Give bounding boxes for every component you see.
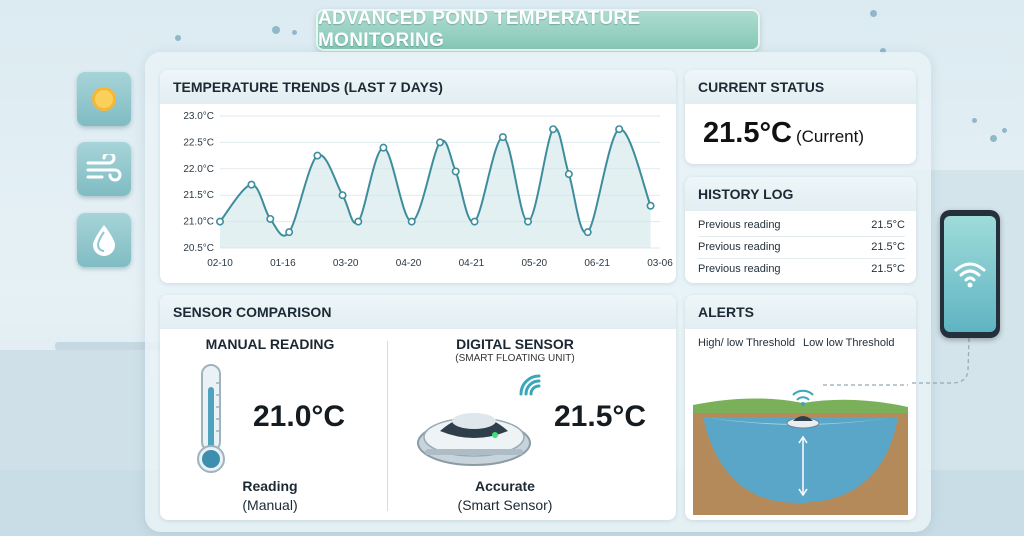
data-point xyxy=(470,217,479,226)
digital-sensor-subtitle: (SMART FLOATING UNIT) xyxy=(455,353,575,364)
current-temperature-value: 21.5°C xyxy=(703,117,792,149)
decor-dot xyxy=(880,48,886,54)
background-counter xyxy=(0,350,150,470)
x-tick-label: 03-06 xyxy=(647,258,673,269)
y-tick-label: 20.5°C xyxy=(183,243,214,254)
digital-caption: Accurate (Smart Sensor) xyxy=(435,477,575,515)
current-temperature-note: (Current) xyxy=(795,127,864,146)
data-point xyxy=(615,125,624,134)
decor-dot xyxy=(175,35,181,41)
background-shelf xyxy=(55,342,175,350)
current-temperature: 21.5°C (Current) xyxy=(703,117,864,150)
history-log-card: HISTORY LOG Previous reading 21.5°C Prev… xyxy=(685,177,916,283)
series-line xyxy=(219,127,652,237)
alerts-card: ALERTS High/ low Threshold Low low Thresh… xyxy=(685,295,916,520)
sensor-comparison-title: SENSOR COMPARISON xyxy=(160,295,676,329)
x-tick-label: 05-20 xyxy=(521,258,547,269)
low-low-threshold-label[interactable]: Low low Threshold xyxy=(803,337,895,349)
x-tick-label: 03-20 xyxy=(333,258,359,269)
digital-caption-text: (Smart Sensor) xyxy=(457,497,553,513)
decor-dot xyxy=(292,30,297,35)
high-low-threshold-label[interactable]: High/ low Threshold xyxy=(698,337,796,349)
current-status-title: CURRENT STATUS xyxy=(685,70,916,104)
y-tick-label: 23.0°C xyxy=(183,111,214,122)
data-point xyxy=(247,180,256,189)
history-row: Previous reading 21.5°C xyxy=(698,236,905,259)
digital-caption-strong: Accurate xyxy=(475,478,535,494)
decor-dot xyxy=(990,135,997,142)
history-row: Previous reading 21.5°C xyxy=(698,258,905,280)
data-point xyxy=(523,217,532,226)
connection-line xyxy=(912,337,970,384)
water-button[interactable] xyxy=(77,213,131,267)
series-area xyxy=(220,128,651,248)
phone-device[interactable] xyxy=(940,210,1000,338)
manual-reading-value: 21.0°C xyxy=(253,400,346,433)
y-tick-label: 21.5°C xyxy=(183,190,214,201)
alerts-title: ALERTS xyxy=(685,295,916,329)
decor-dot xyxy=(870,10,877,17)
wifi-signal-icon xyxy=(519,374,541,396)
wind-button[interactable] xyxy=(77,142,131,196)
data-point xyxy=(266,214,275,223)
phone-screen xyxy=(944,216,996,332)
data-point xyxy=(435,138,444,147)
data-point xyxy=(583,228,592,237)
history-value: 21.5°C xyxy=(871,263,905,275)
data-point xyxy=(313,151,322,160)
wifi-icon xyxy=(954,262,986,288)
digital-sensor-title: DIGITAL SENSOR xyxy=(456,336,574,352)
sun-icon xyxy=(92,87,116,111)
x-tick-label: 06-21 xyxy=(584,258,610,269)
history-title: HISTORY LOG xyxy=(685,177,916,211)
decor-dot xyxy=(972,118,977,123)
history-label: Previous reading xyxy=(698,219,781,231)
decor-dot xyxy=(272,26,280,34)
data-point xyxy=(564,170,573,179)
sensor-comparison-card: SENSOR COMPARISON MANUAL READING 21.0°C … xyxy=(160,295,676,520)
data-point xyxy=(338,191,347,200)
data-point xyxy=(354,217,363,226)
water-drop-icon xyxy=(93,225,115,256)
y-tick-label: 22.0°C xyxy=(183,164,214,175)
data-point xyxy=(407,217,416,226)
alert-thresholds: High/ low Threshold Low low Threshold xyxy=(698,337,903,349)
y-tick-label: 22.5°C xyxy=(183,137,214,148)
history-value: 21.5°C xyxy=(871,241,905,253)
x-tick-label: 04-20 xyxy=(396,258,422,269)
x-tick-label: 04-21 xyxy=(459,258,485,269)
decor-dot xyxy=(1002,128,1007,133)
data-point xyxy=(215,217,224,226)
temperature-trends-card: TEMPERATURE TRENDS (LAST 7 DAYS) 23.0°C 2… xyxy=(160,70,676,283)
manual-caption-text: (Manual) xyxy=(242,497,298,513)
thermometer-icon xyxy=(197,364,225,473)
digital-sensor-value: 21.5°C xyxy=(554,400,647,433)
data-point xyxy=(285,228,294,237)
x-tick-label: 02-10 xyxy=(207,258,233,269)
floating-sensor-icon xyxy=(417,413,531,466)
sensor-divider xyxy=(387,341,388,511)
history-label: Previous reading xyxy=(698,263,781,275)
y-tick-label: 21.0°C xyxy=(183,217,214,228)
data-point xyxy=(498,133,507,142)
history-row: Previous reading 21.5°C xyxy=(698,214,905,237)
manual-caption: Reading (Manual) xyxy=(215,477,325,515)
trends-title: TEMPERATURE TRENDS (LAST 7 DAYS) xyxy=(160,70,676,104)
dashboard-panel: TEMPERATURE TRENDS (LAST 7 DAYS) 23.0°C 2… xyxy=(145,52,931,532)
history-value: 21.5°C xyxy=(871,219,905,231)
pond-illustration xyxy=(693,384,908,515)
data-point xyxy=(379,143,388,152)
data-point xyxy=(646,201,655,210)
wind-icon xyxy=(86,154,122,182)
sun-button[interactable] xyxy=(77,72,131,126)
page-title: ADVANCED POND TEMPERATURE MONITORING xyxy=(316,8,760,51)
data-point xyxy=(549,125,558,134)
x-tick-label: 01-16 xyxy=(270,258,296,269)
manual-caption-strong: Reading xyxy=(242,478,298,494)
data-point xyxy=(451,167,460,176)
manual-reading-title: MANUAL READING xyxy=(205,336,335,352)
trend-chart: 23.0°C 22.5°C 22.0°C 21.5°C 21.0°C 20.5°C 02-1… xyxy=(183,111,673,269)
history-label: Previous reading xyxy=(698,241,781,253)
current-status-card: CURRENT STATUS 21.5°C (Current) xyxy=(685,70,916,164)
